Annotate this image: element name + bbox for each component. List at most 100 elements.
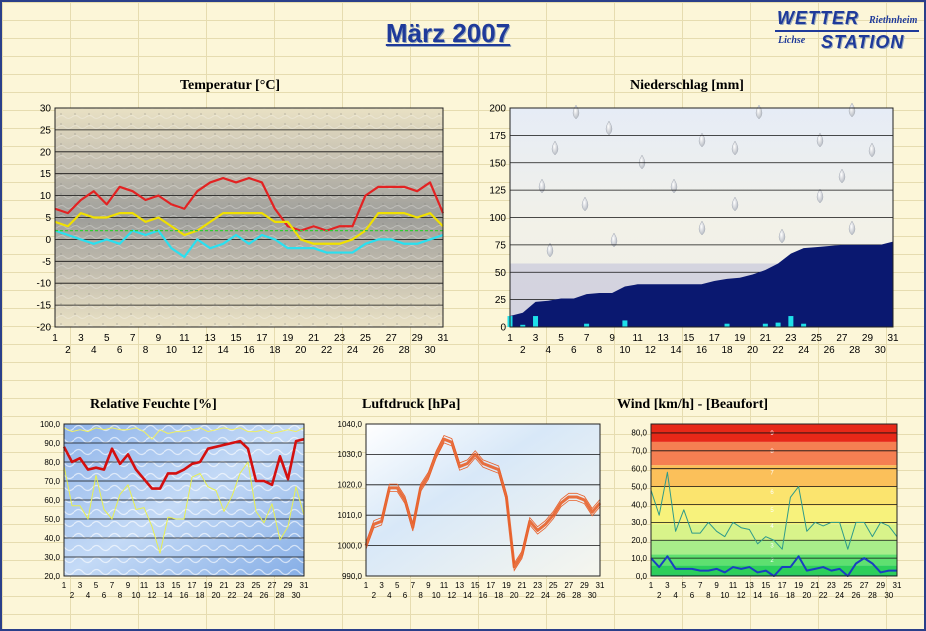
rain-drop-decoration: [755, 104, 763, 120]
rain-drop-decoration: [546, 242, 554, 258]
press-x-tick-label: 25: [549, 581, 558, 590]
press-x-tick-label: 31: [596, 581, 605, 590]
temp-plot-frame: [54, 107, 444, 328]
press-x-tick-label: 1: [364, 581, 369, 590]
rain-y-tick-label: 200: [489, 104, 506, 115]
wind-x-tick-label: 5: [682, 581, 687, 590]
rain-daily-bar: [724, 323, 730, 327]
wind-x-tick-label: 16: [770, 591, 779, 600]
temp-x-tick-label: 13: [205, 333, 217, 344]
rain-x-tick-label: 11: [632, 333, 643, 344]
temp-x-tick-label: 3: [78, 333, 84, 344]
rain-daily-bar: [520, 324, 526, 327]
temp-x-tick-label: 5: [104, 333, 110, 344]
temp-x-tick-label: 17: [256, 333, 268, 344]
rain-daily-bar: [788, 316, 794, 327]
wind-x-tick-label: 18: [786, 591, 795, 600]
rain-x-tick-label: 10: [619, 345, 631, 356]
hum-y-tick-label: 70,0: [44, 477, 60, 486]
wind-y-tick-label: 50,0: [631, 482, 647, 491]
rain-drop-decoration: [816, 188, 824, 204]
wind-beaufort-band: [651, 565, 897, 575]
temp-x-tick-label: 9: [156, 333, 162, 344]
temp-x-tick-label: 6: [117, 345, 123, 356]
wind-beaufort-band: [651, 506, 897, 525]
hum-x-tick-label: 18: [196, 591, 205, 600]
rain-drop-decoration: [538, 178, 546, 194]
temp-x-tick-label: 19: [282, 333, 294, 344]
rain-x-tick-label: 2: [520, 345, 526, 356]
rain-x-tick-label: 17: [709, 333, 721, 344]
press-x-tick-label: 17: [486, 581, 495, 590]
rain-y-tick-label: 125: [489, 186, 506, 197]
hum-y-tick-label: 30,0: [44, 553, 60, 562]
wind-y-tick-label: 10,0: [631, 554, 647, 563]
wind-y-tick-label: 80,0: [631, 429, 647, 438]
rain-x-tick-label: 6: [571, 345, 577, 356]
wind-x-tick-label: 12: [737, 591, 746, 600]
press-x-tick-label: 19: [502, 581, 511, 590]
wind-beaufort-band: [651, 465, 897, 487]
hum-x-tick-label: 8: [118, 591, 123, 600]
rain-x-tick-label: 24: [798, 345, 810, 356]
rain-x-tick-label: 9: [609, 333, 615, 344]
hum-x-tick-label: 9: [126, 581, 131, 590]
temp-x-tick-label: 8: [143, 345, 149, 356]
logo-line: [775, 30, 919, 32]
rain-drop-decoration: [848, 220, 856, 236]
hum-x-tick-label: 19: [204, 581, 213, 590]
hum-x-tick-label: 23: [236, 581, 245, 590]
hum-y-tick-label: 20,0: [44, 572, 60, 581]
wind-beaufort-label: 4: [770, 524, 774, 530]
press-x-tick-label: 8: [418, 591, 423, 600]
press-plot-frame: [365, 423, 601, 577]
rain-drop-decoration: [731, 140, 739, 156]
rain-x-tick-label: 3: [533, 333, 539, 344]
wind-x-tick-label: 25: [843, 581, 852, 590]
hum-x-tick-label: 15: [172, 581, 181, 590]
hum-series-line-0: [63, 427, 305, 440]
temp-x-tick-label: 30: [425, 345, 437, 356]
rain-x-tick-label: 1: [507, 333, 513, 344]
press-x-tick-label: 21: [518, 581, 527, 590]
temp-y-tick-label: 30: [40, 104, 52, 115]
hum-x-tick-label: 4: [86, 591, 91, 600]
rain-drop-decoration: [698, 220, 706, 236]
wind-y-tick-label: 70,0: [631, 447, 647, 456]
wind-x-tick-label: 4: [673, 591, 678, 600]
press-x-tick-label: 16: [479, 591, 488, 600]
wind-beaufort-label: 5: [770, 508, 774, 514]
rain-drop-decoration: [778, 228, 786, 244]
wind-x-tick-label: 7: [698, 581, 703, 590]
wind-beaufort-band: [651, 486, 897, 507]
hum-y-tick-label: 50,0: [44, 515, 60, 524]
hum-x-tick-label: 14: [164, 591, 173, 600]
temp-x-tick-label: 1: [52, 333, 58, 344]
press-x-tick-label: 28: [572, 591, 581, 600]
wind-beaufort-label: 3: [770, 544, 774, 550]
hum-x-tick-label: 22: [228, 591, 237, 600]
wind-y-tick-label: 0,0: [636, 572, 648, 581]
press-x-tick-label: 18: [494, 591, 503, 600]
temp-x-tick-label: 14: [218, 345, 230, 356]
press-x-tick-label: 15: [471, 581, 480, 590]
wind-x-tick-label: 19: [794, 581, 803, 590]
wind-beaufort-label: 7: [770, 470, 774, 476]
wind-chart-title: Wind [km/h] - [Beaufort]: [617, 397, 769, 412]
hum-x-tick-label: 30: [292, 591, 301, 600]
hum-x-tick-label: 27: [268, 581, 277, 590]
rain-y-tick-label: 0: [500, 323, 506, 334]
wind-series-line-0: [650, 471, 898, 550]
wind-x-tick-label: 24: [835, 591, 844, 600]
hum-x-tick-label: 17: [188, 581, 197, 590]
temp-x-tick-label: 2: [65, 345, 71, 356]
temp-x-tick-label: 10: [166, 345, 178, 356]
wind-x-tick-label: 6: [690, 591, 695, 600]
hum-x-tick-label: 25: [252, 581, 261, 590]
press-x-tick-label: 4: [387, 591, 392, 600]
rain-x-tick-label: 25: [811, 333, 823, 344]
temp-x-tick-label: 29: [412, 333, 424, 344]
wind-x-tick-label: 27: [860, 581, 869, 590]
rain-drop-decoration: [551, 140, 559, 156]
wind-x-tick-label: 17: [778, 581, 787, 590]
